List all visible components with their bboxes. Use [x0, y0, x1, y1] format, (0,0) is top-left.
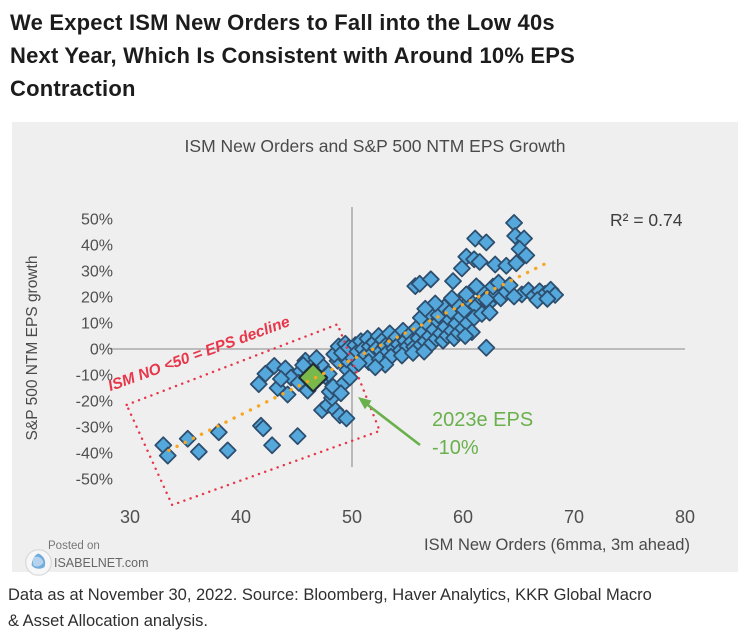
scatter-point — [477, 338, 496, 357]
x-tick-label: 70 — [564, 507, 584, 527]
scatter-point — [517, 246, 536, 265]
scatter-point — [158, 446, 177, 465]
y-tick-label: 0% — [90, 342, 113, 359]
y-axis-title: S&P 500 NTM EPS growth — [24, 255, 41, 441]
scatter-point — [209, 423, 228, 442]
page-title-line-1: We Expect ISM New Orders to Fall into th… — [10, 10, 555, 35]
isabelnet-logo-icon — [25, 549, 52, 576]
scatter-point — [507, 254, 526, 273]
trend-line — [167, 261, 548, 453]
source-caption-line-1: Data as at November 30, 2022. Source: Bl… — [8, 586, 652, 604]
scatter-point — [505, 287, 523, 306]
scatter-point — [477, 233, 496, 252]
scatter-point — [349, 354, 368, 373]
scatter-plot: 50% 40% 30% 20% 10% 0% -10% -20% -30% -40% -50% 30 4… — [76, 207, 695, 527]
green-annotation-line-2: -10% — [432, 437, 479, 459]
y-tick-label: 30% — [81, 264, 113, 281]
scatter-point — [416, 299, 435, 318]
x-tick-label: 30 — [120, 507, 140, 527]
scatter-point — [470, 253, 489, 271]
scatter-point — [366, 358, 385, 377]
scatter-point — [443, 289, 461, 308]
scatter-point — [444, 272, 462, 291]
x-tick-label: 60 — [453, 507, 473, 527]
page-title-line-2: Next Year, Which Is Consistent with Arou… — [10, 43, 576, 68]
scatter-point — [332, 384, 350, 403]
x-axis-title: ISM New Orders (6mma, 3m ahead) — [424, 536, 690, 554]
green-annotation-label: 2023e EPS -10% — [432, 406, 533, 462]
posted-on-label: Posted on — [48, 540, 100, 552]
source-caption-line-2: & Asset Allocation analysis. — [8, 612, 208, 630]
page-title-line-3: Contraction — [10, 76, 136, 101]
scatter-point — [288, 427, 307, 445]
scatter-point — [456, 327, 475, 345]
y-tick-label: 40% — [81, 238, 113, 255]
scatter-point — [272, 370, 290, 388]
x-tick-label: 40 — [231, 507, 251, 527]
scatter-point — [480, 303, 499, 322]
page-title: We Expect ISM New Orders to Fall into th… — [10, 6, 740, 105]
chart-panel: 50% 40% 30% 20% 10% 0% -10% -20% -30% -40% -50% 30 4… — [12, 122, 738, 576]
scatter-point — [452, 259, 471, 278]
chart-title: ISM New Orders and S&P 500 NTM EPS Growt… — [184, 136, 566, 156]
scatter-point — [263, 436, 281, 455]
scatter-point — [218, 441, 237, 460]
y-tick-label: -20% — [76, 394, 113, 411]
scatter-point — [415, 342, 434, 361]
x-tick-label: 50 — [342, 507, 362, 527]
scatter-point — [457, 285, 476, 304]
scatter-point — [467, 277, 486, 296]
y-tick-label: -30% — [76, 420, 113, 437]
scatter-point — [337, 409, 356, 428]
scatter-point — [486, 255, 505, 274]
annotation-arrowhead-icon — [358, 397, 372, 410]
source-caption: Data as at November 30, 2022. Source: Bl… — [8, 582, 746, 634]
green-annotation-line-1: 2023e EPS — [432, 409, 534, 431]
y-tick-label: 50% — [81, 212, 113, 229]
isabelnet-site-label: ISABELNET.com — [54, 556, 149, 570]
scatter-point — [421, 270, 440, 289]
x-tick-label: 80 — [675, 507, 695, 527]
annotation-arrow — [363, 400, 421, 447]
y-tick-label: -40% — [76, 446, 113, 463]
y-tick-label: 10% — [81, 316, 113, 333]
r-squared-label: R² = 0.74 — [610, 210, 683, 230]
scatter-point — [538, 289, 557, 308]
scatter-point — [254, 419, 273, 438]
scatter-point — [189, 442, 208, 461]
y-tick-label: -10% — [76, 368, 113, 385]
y-tick-label: -50% — [76, 472, 113, 489]
y-tick-label: 20% — [81, 290, 113, 307]
